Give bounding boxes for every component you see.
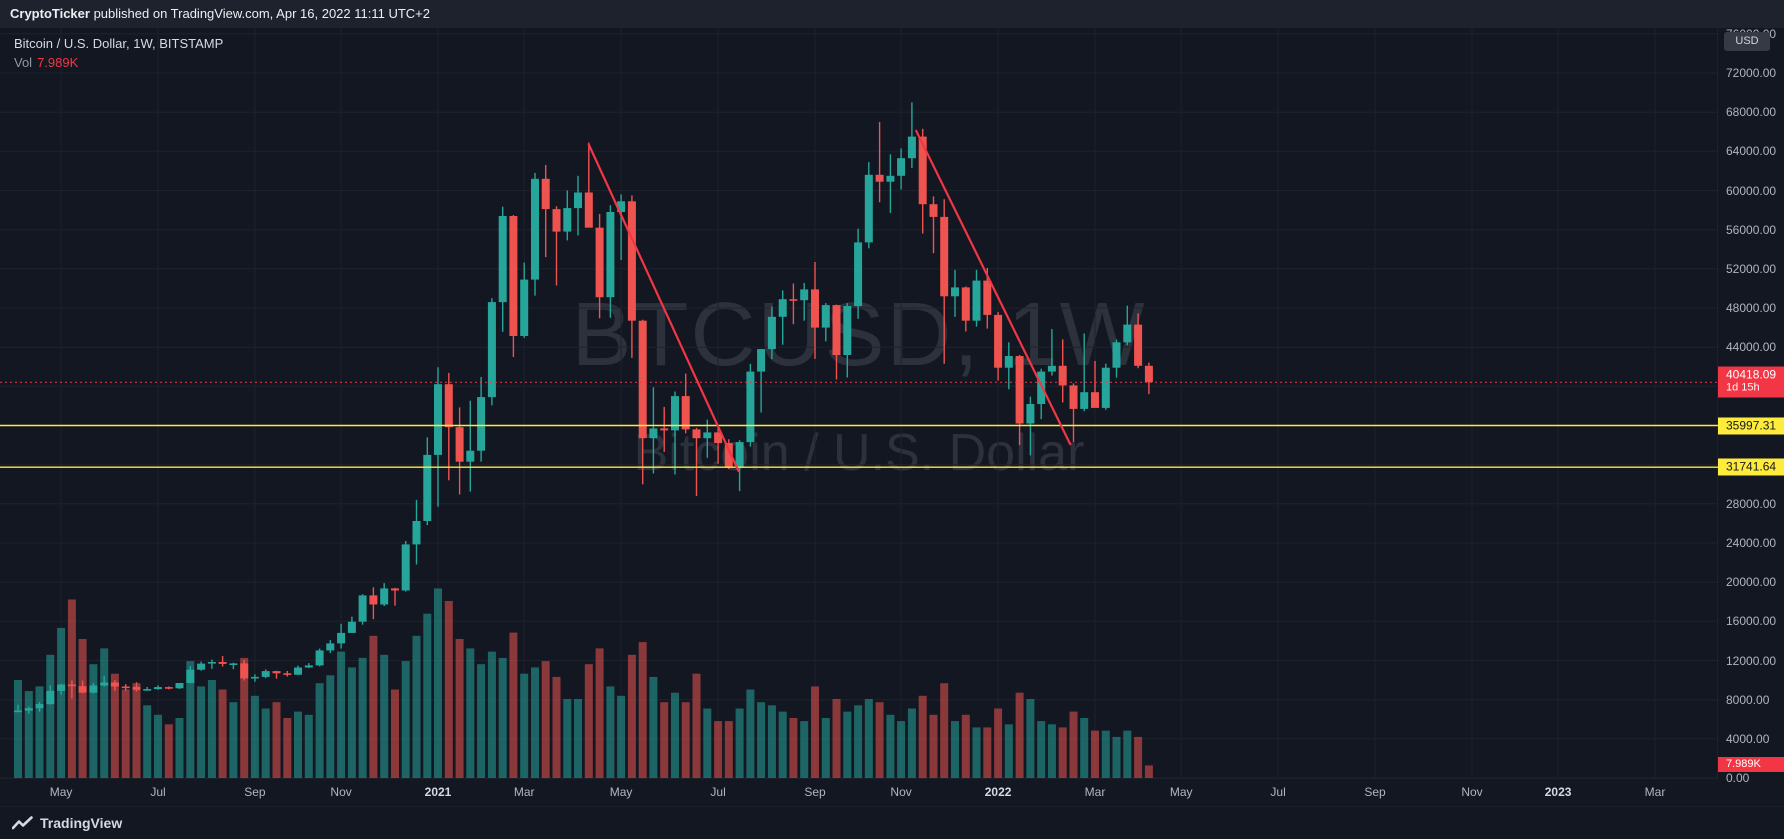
price-tick-label: 60000.00	[1726, 183, 1777, 198]
attribution-text: published on TradingView.com, Apr 16, 20…	[89, 6, 430, 21]
tradingview-logo[interactable]: TradingView	[12, 815, 122, 831]
volume-value: 7.989K	[37, 55, 79, 70]
time-tick-month: May	[49, 785, 73, 799]
volume-label: Vol	[14, 55, 33, 70]
price-tick-label: 68000.00	[1726, 105, 1777, 120]
price-tick-label: 72000.00	[1726, 66, 1777, 80]
trendlines[interactable]	[587, 129, 1072, 473]
time-tick-month: Nov	[890, 785, 912, 799]
grid-lines	[0, 28, 1718, 778]
chart-area: BTCUSD, 1W Bitcoin / U.S. Dollar Bitcoin…	[0, 27, 1784, 807]
price-tick-label: 0.00	[1726, 771, 1750, 785]
price-tick-label: 56000.00	[1726, 222, 1777, 237]
time-tick-month: Mar	[513, 785, 535, 799]
time-tick-month: Mar	[1084, 785, 1106, 799]
time-tick-month: Sep	[1364, 785, 1386, 799]
candles	[14, 102, 1153, 714]
currency-badge[interactable]: USD	[1724, 32, 1770, 51]
time-tick-month: May	[609, 785, 633, 799]
symbol-title[interactable]: Bitcoin / U.S. Dollar, 1W, BITSTAMP	[14, 36, 224, 51]
time-tick-month: Jul	[710, 785, 726, 799]
attribution-bar: CryptoTicker published on TradingView.co…	[0, 0, 1784, 28]
current-price-value: 40418.09	[1726, 367, 1777, 382]
time-tick-month: Jul	[1270, 785, 1286, 799]
bar-countdown: 1d 15h	[1726, 381, 1760, 394]
price-tick-label: 44000.00	[1726, 340, 1777, 355]
time-tick-year: 2021	[424, 785, 452, 799]
price-tick-label: 4000.00	[1726, 731, 1770, 746]
price-tick-label: 52000.00	[1726, 261, 1777, 276]
price-tick-label: 20000.00	[1726, 575, 1777, 590]
volume-bars	[14, 588, 1153, 778]
attribution-author: CryptoTicker	[10, 6, 90, 21]
price-tick-label: 48000.00	[1726, 301, 1777, 315]
time-tick-month: Jul	[150, 785, 166, 799]
time-tick-month: May	[1169, 785, 1193, 799]
time-tick-month: Sep	[244, 785, 266, 799]
price-tick-label: 64000.00	[1726, 144, 1777, 159]
time-tick-year: 2022	[984, 785, 1012, 799]
level-price-badge-1: 35997.31	[1718, 417, 1784, 434]
volume-row: Vol 7.989K	[14, 55, 223, 70]
time-tick-month: Nov	[330, 785, 352, 799]
time-tick-month: Sep	[804, 785, 826, 799]
candlestick-chart[interactable]	[0, 28, 1718, 778]
price-axis[interactable]: 76000.0072000.0068000.0064000.0060000.00…	[1717, 27, 1784, 785]
time-tick-month: Mar	[1644, 785, 1666, 799]
tradingview-wordmark: TradingView	[40, 815, 123, 831]
chart-legend: Bitcoin / U.S. Dollar, 1W, BITSTAMP Vol 7…	[14, 36, 223, 70]
level-price-badge-2: 31741.64	[1718, 458, 1784, 476]
price-tick-label: 24000.00	[1726, 536, 1777, 550]
time-tick-month: Nov	[1461, 785, 1483, 799]
price-tick-label: 12000.00	[1726, 653, 1777, 668]
horizontal-level-lines[interactable]	[0, 424, 1718, 468]
price-tick-label: 28000.00	[1726, 496, 1777, 511]
tradingview-logo-icon	[12, 815, 33, 829]
price-tick-label: 8000.00	[1726, 692, 1770, 707]
current-price-badge: 40418.09 1d 15h	[1718, 366, 1784, 398]
time-tick-year: 2023	[1544, 785, 1572, 799]
price-tick-label: 16000.00	[1726, 614, 1777, 629]
time-axis[interactable]: May Jul Sep Nov 2021 Mar May Jul Sep Nov 2022 Mar Ma…	[0, 778, 1718, 807]
footer-bar: TradingView	[0, 806, 1784, 839]
volume-value-badge: 7.989K	[1718, 757, 1784, 773]
